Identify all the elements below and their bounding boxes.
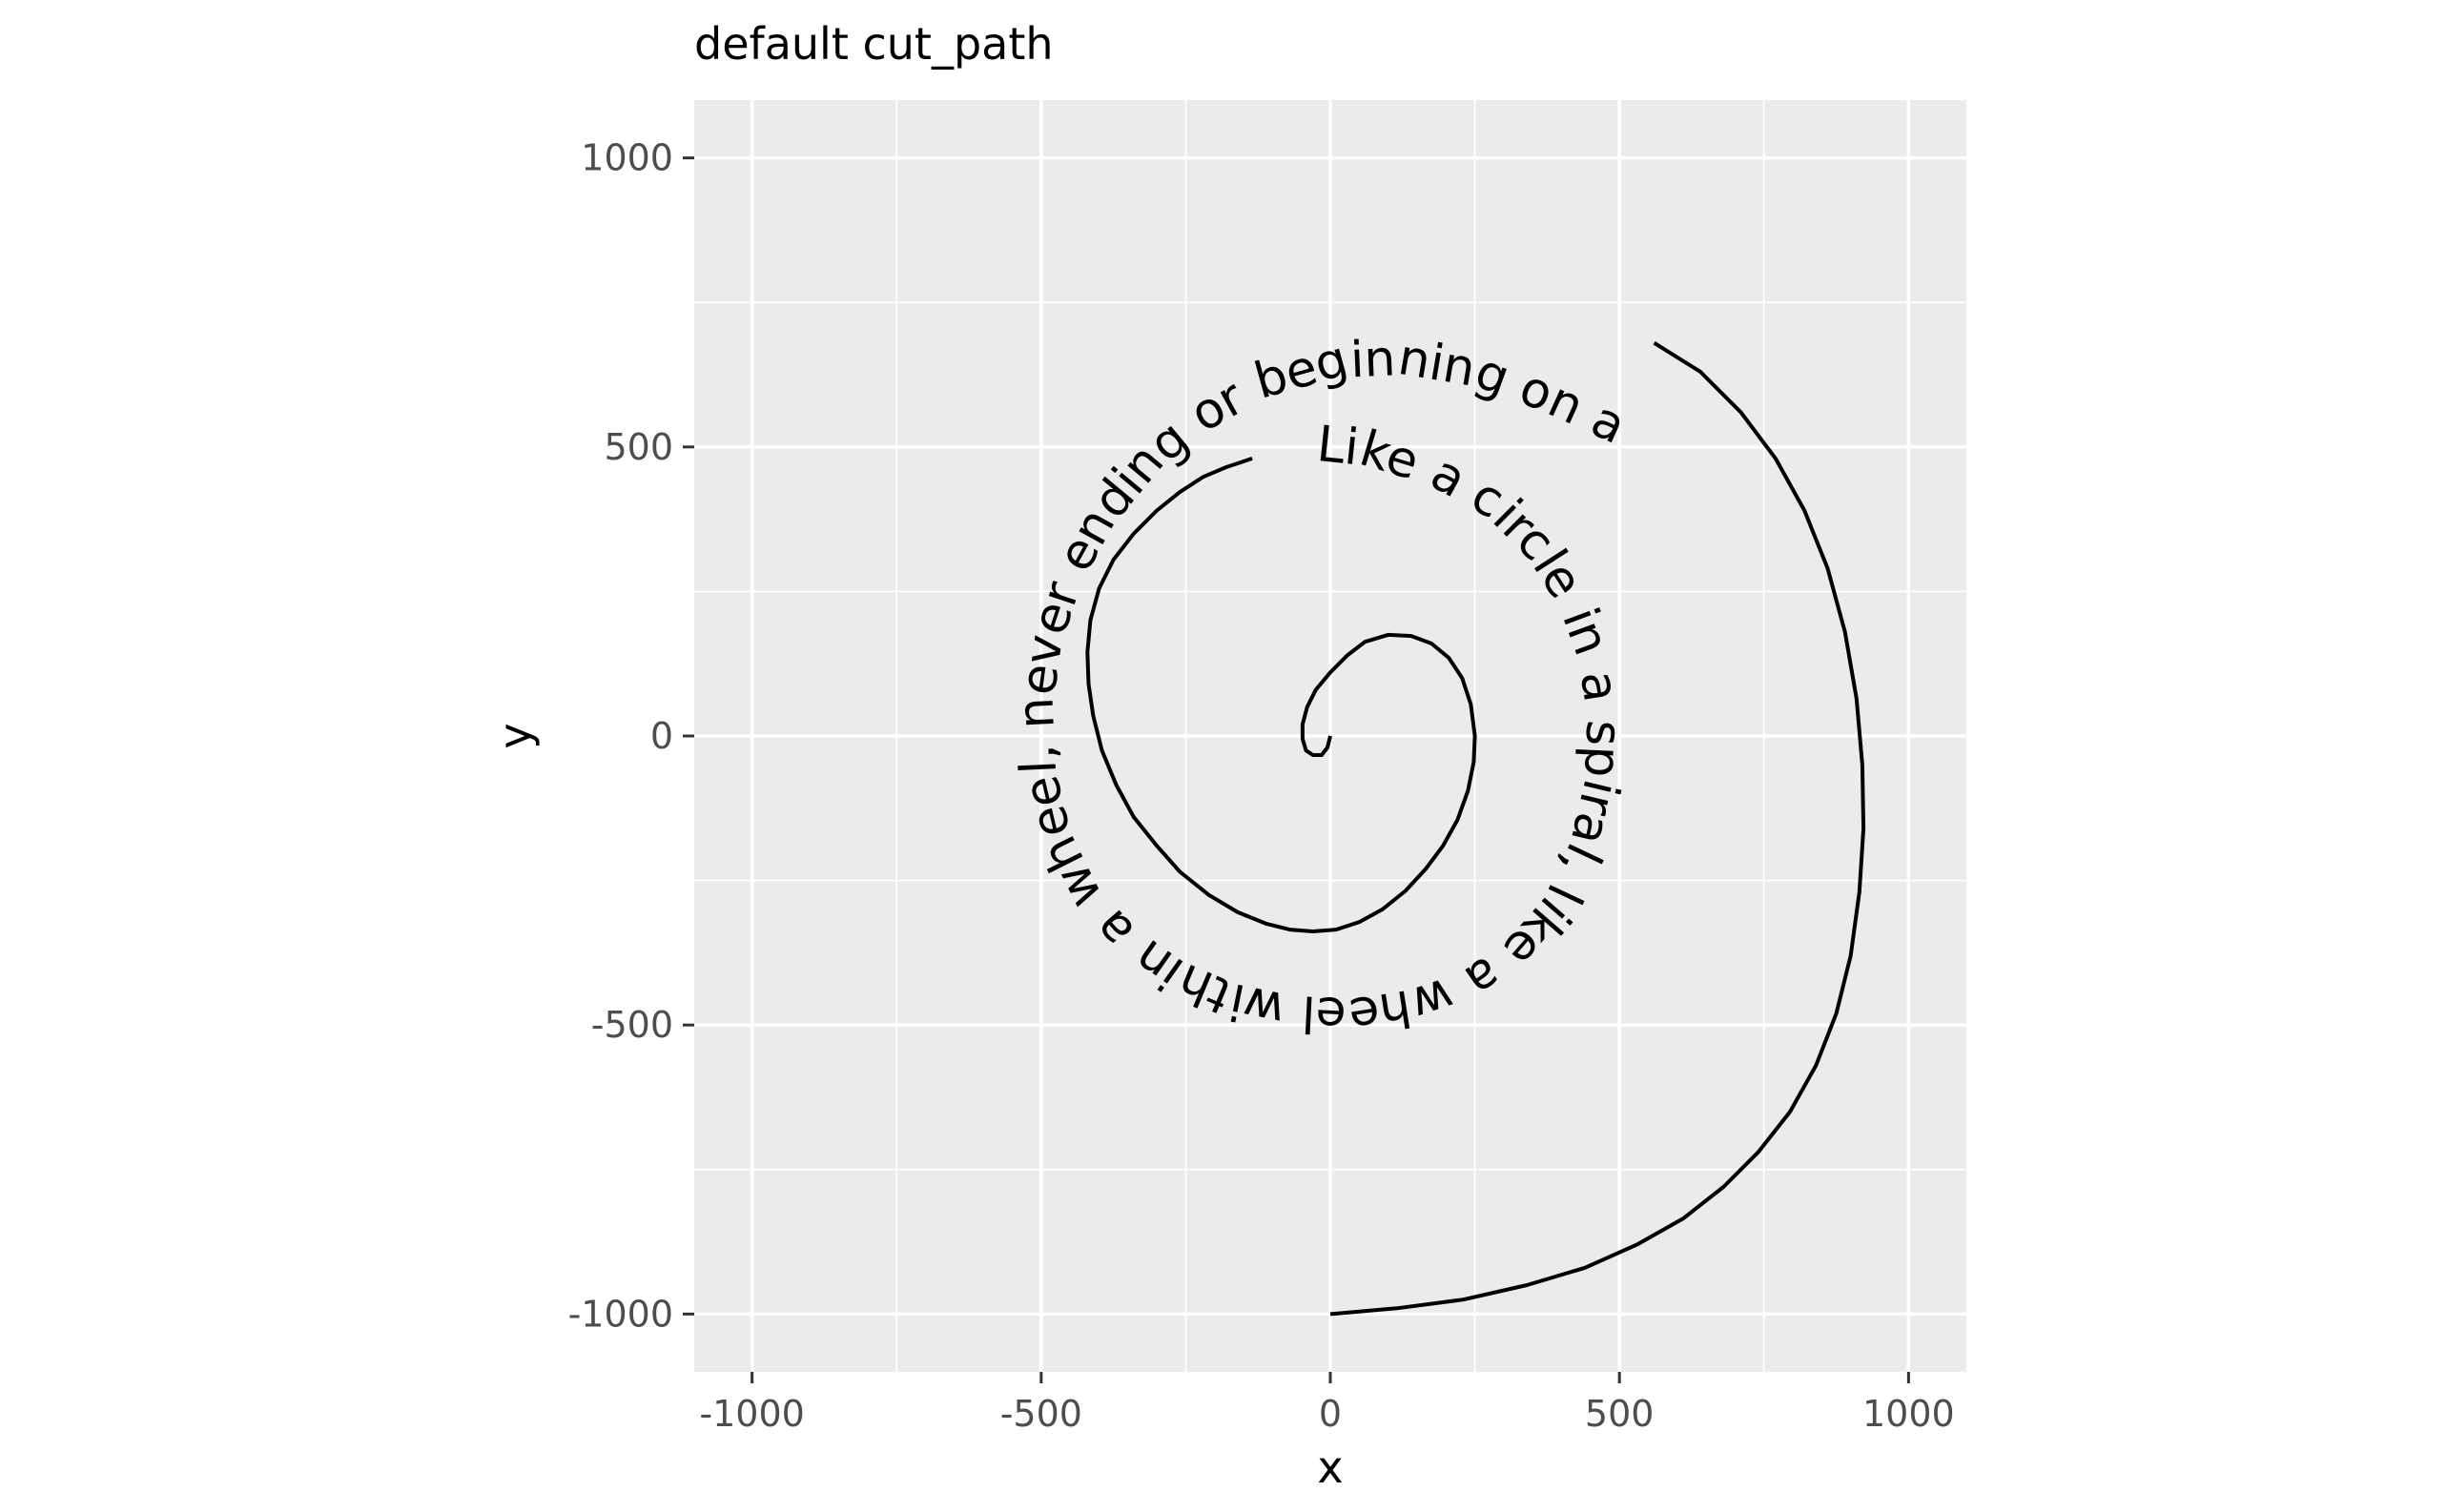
- x-tick-label-3: 500: [1585, 1393, 1655, 1435]
- x-axis-ticks: -1000 -500 0 500 1000: [699, 1372, 1955, 1435]
- y-axis-title: y: [489, 723, 541, 748]
- y-tick-label-1: -500: [591, 1004, 673, 1046]
- x-tick-label-4: 1000: [1862, 1393, 1955, 1435]
- spiral-line-inner: [1085, 457, 1477, 933]
- x-tick-label-2: 0: [1319, 1393, 1342, 1435]
- chart-title: default cut_path: [694, 18, 1054, 70]
- series-layer: [1085, 341, 1866, 1317]
- y-axis-ticks: -1000 -500 0 500 1000: [568, 137, 694, 1335]
- x-tick-label-0: -1000: [699, 1393, 804, 1435]
- x-axis-title: x: [1317, 1441, 1343, 1493]
- y-tick-label-2: 0: [650, 715, 673, 757]
- y-tick-label-3: 500: [604, 426, 673, 468]
- spiral-line-outer: [1329, 341, 1866, 1317]
- y-tick-label-0: -1000: [568, 1293, 673, 1335]
- x-tick-label-1: -500: [1000, 1393, 1082, 1435]
- y-tick-label-4: 1000: [581, 137, 673, 179]
